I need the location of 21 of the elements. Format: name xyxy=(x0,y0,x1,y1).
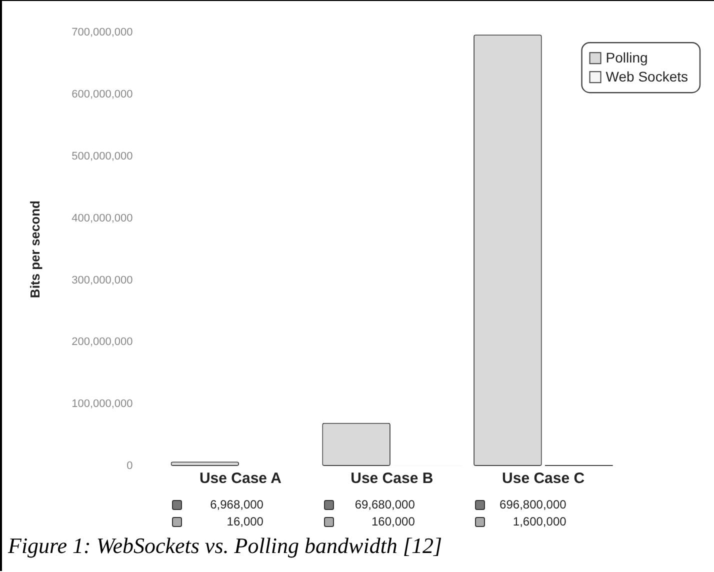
x-tick-label: Use Case A xyxy=(199,470,282,488)
data-label: 6,968,000 xyxy=(210,497,264,512)
y-tick-label: 500,000,000 xyxy=(72,150,133,162)
data-label: 1,600,000 xyxy=(512,514,567,528)
y-tick-label: 600,000,000 xyxy=(72,88,133,101)
x-tick-label: Use Case B xyxy=(350,470,434,488)
y-tick-label: 0 xyxy=(126,460,133,472)
y-axis-title: Bits per second xyxy=(27,200,42,298)
caption: Figure 1: WebSockets vs. Polling bandwidth [12] xyxy=(8,533,442,559)
y-tick-label: 400,000,000 xyxy=(72,212,133,224)
y-tick-label: 300,000,000 xyxy=(72,274,133,286)
data-label: 160,000 xyxy=(371,514,416,528)
data-label: 696,800,000 xyxy=(500,497,567,512)
x-tick-label: Use Case C xyxy=(502,470,585,488)
data-label: 69,680,000 xyxy=(354,497,416,512)
legend-label: Polling xyxy=(606,49,648,66)
y-tick-label: 100,000,000 xyxy=(72,398,133,410)
y-tick-label: 700,000,000 xyxy=(72,26,133,39)
data-label: 16,000 xyxy=(226,514,264,528)
legend-label: Web Sockets xyxy=(606,68,688,84)
y-tick-label: 200,000,000 xyxy=(72,336,133,348)
